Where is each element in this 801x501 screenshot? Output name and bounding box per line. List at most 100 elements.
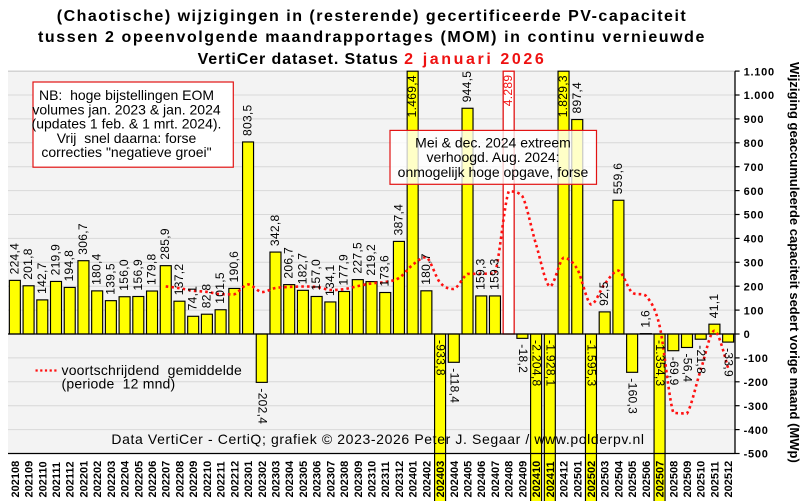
svg-text:-1.354,3: -1.354,3 bbox=[653, 340, 667, 386]
svg-text:202109: 202109 bbox=[24, 461, 36, 498]
svg-text:100: 100 bbox=[744, 305, 765, 317]
svg-text:182,7: 182,7 bbox=[295, 253, 309, 285]
svg-text:285,9: 285,9 bbox=[158, 228, 172, 260]
svg-text:227,5: 227,5 bbox=[350, 242, 364, 274]
svg-text:1.469,4: 1.469,4 bbox=[405, 75, 419, 117]
svg-text:202203: 202203 bbox=[106, 461, 118, 498]
svg-text:4.289: 4.289 bbox=[501, 75, 515, 107]
svg-text:202411: 202411 bbox=[545, 461, 557, 497]
svg-text:202401: 202401 bbox=[408, 461, 420, 498]
svg-text:202409: 202409 bbox=[517, 461, 529, 498]
svg-text:onmogelijk hoge opgave, forse: onmogelijk hoge opgave, forse bbox=[398, 164, 589, 180]
svg-text:202405: 202405 bbox=[463, 461, 475, 498]
svg-text:-300: -300 bbox=[744, 401, 769, 413]
svg-text:-500: -500 bbox=[744, 449, 769, 461]
svg-text:173,6: 173,6 bbox=[378, 255, 392, 287]
svg-text:202304: 202304 bbox=[284, 460, 296, 498]
svg-text:202206: 202206 bbox=[147, 461, 159, 498]
svg-text:Data VertiCer - CertiQ; grafie: Data VertiCer - CertiQ; grafiek © 2023-2… bbox=[111, 431, 644, 447]
svg-text:202112: 202112 bbox=[65, 461, 77, 497]
svg-text:202308: 202308 bbox=[339, 461, 351, 498]
svg-text:1,6: 1,6 bbox=[638, 310, 652, 328]
svg-text:202408: 202408 bbox=[504, 461, 516, 498]
svg-text:-118,4: -118,4 bbox=[447, 368, 461, 403]
svg-text:700: 700 bbox=[744, 162, 765, 174]
svg-text:202406: 202406 bbox=[476, 461, 488, 498]
svg-text:342,8: 342,8 bbox=[268, 215, 282, 247]
svg-text:voortschrijdend gemiddelde: voortschrijdend gemiddelde bbox=[62, 362, 243, 378]
svg-text:177,9: 177,9 bbox=[337, 254, 351, 286]
svg-text:201,8: 201,8 bbox=[21, 248, 35, 280]
svg-text:900: 900 bbox=[744, 114, 765, 126]
svg-text:803,5: 803,5 bbox=[241, 104, 255, 136]
svg-text:41,1: 41,1 bbox=[707, 294, 721, 319]
svg-text:944,5: 944,5 bbox=[460, 71, 474, 103]
svg-text:202410: 202410 bbox=[531, 461, 543, 498]
svg-text:202210: 202210 bbox=[202, 461, 214, 498]
svg-text:-1.928,1: -1.928,1 bbox=[543, 340, 557, 386]
svg-text:387,4: 387,4 bbox=[391, 204, 405, 236]
svg-text:202407: 202407 bbox=[490, 461, 502, 498]
svg-text:1.000: 1.000 bbox=[744, 90, 775, 102]
svg-text:74,1: 74,1 bbox=[186, 286, 200, 311]
svg-text:Mei & dec. 2024 extreem: Mei & dec. 2024 extreem bbox=[415, 134, 571, 150]
svg-text:190,6: 190,6 bbox=[227, 251, 241, 283]
svg-text:202306: 202306 bbox=[312, 461, 324, 498]
svg-text:202211: 202211 bbox=[216, 461, 228, 497]
svg-text:202502: 202502 bbox=[586, 461, 598, 498]
svg-text:142,7: 142,7 bbox=[35, 262, 49, 294]
svg-text:-933,8: -933,8 bbox=[434, 340, 448, 376]
svg-text:202205: 202205 bbox=[133, 461, 145, 498]
svg-text:202402: 202402 bbox=[421, 461, 433, 498]
svg-text:200: 200 bbox=[744, 281, 765, 293]
svg-text:-200: -200 bbox=[744, 377, 769, 389]
svg-text:202201: 202201 bbox=[78, 461, 90, 498]
svg-text:156,9: 156,9 bbox=[131, 259, 145, 291]
svg-text:202507: 202507 bbox=[655, 461, 667, 498]
svg-text:559,6: 559,6 bbox=[611, 163, 625, 195]
svg-text:202505: 202505 bbox=[627, 461, 639, 498]
svg-text:194,8: 194,8 bbox=[62, 250, 76, 282]
svg-text:206,7: 206,7 bbox=[282, 247, 296, 279]
svg-text:-33,9: -33,9 bbox=[722, 348, 736, 377]
svg-text:306,7: 306,7 bbox=[76, 223, 90, 255]
svg-text:-160,3: -160,3 bbox=[626, 378, 640, 414]
svg-text:224,4: 224,4 bbox=[7, 243, 21, 275]
svg-text:-21,8: -21,8 bbox=[694, 345, 708, 374]
svg-text:159,3: 159,3 bbox=[488, 258, 502, 290]
svg-text:202511: 202511 bbox=[709, 461, 721, 497]
svg-text:202404: 202404 bbox=[449, 460, 461, 498]
svg-text:-18,2: -18,2 bbox=[516, 344, 530, 373]
svg-text:400: 400 bbox=[744, 234, 765, 246]
svg-text:202508: 202508 bbox=[668, 461, 680, 498]
svg-text:202510: 202510 bbox=[696, 461, 708, 498]
svg-text:159,3: 159,3 bbox=[474, 258, 488, 290]
svg-text:219,9: 219,9 bbox=[49, 244, 63, 276]
svg-text:139,5: 139,5 bbox=[103, 263, 117, 295]
svg-text:300: 300 bbox=[744, 258, 765, 270]
svg-text:202111: 202111 bbox=[51, 462, 63, 498]
svg-text:202412: 202412 bbox=[559, 461, 571, 498]
svg-text:202303: 202303 bbox=[271, 461, 283, 498]
svg-text:volumes jan. 2023 & jan. 2024: volumes jan. 2023 & jan. 2024 bbox=[32, 101, 221, 117]
svg-text:202503: 202503 bbox=[600, 461, 612, 498]
svg-text:202302: 202302 bbox=[257, 461, 269, 498]
svg-text:verhoogd. Aug. 2024:: verhoogd. Aug. 2024: bbox=[426, 149, 559, 165]
svg-text:202305: 202305 bbox=[298, 461, 310, 498]
svg-text:-202,4: -202,4 bbox=[255, 388, 269, 424]
svg-text:NB: hoge bijstellingen EOM: NB: hoge bijstellingen EOM bbox=[39, 87, 214, 103]
svg-text:-100: -100 bbox=[744, 353, 769, 365]
svg-text:-1.595,3: -1.595,3 bbox=[585, 340, 599, 386]
svg-text:(updates 1 feb. & 1 mrt. 2024): (updates 1 feb. & 1 mrt. 2024). bbox=[32, 116, 222, 132]
svg-text:92,5: 92,5 bbox=[597, 281, 611, 306]
svg-text:101,5: 101,5 bbox=[213, 272, 227, 304]
svg-text:600: 600 bbox=[744, 186, 765, 198]
svg-text:-56,4: -56,4 bbox=[681, 354, 695, 383]
svg-text:Vrij snel daarna: forse: Vrij snel daarna: forse bbox=[57, 130, 197, 146]
svg-text:(periode 12 mnd): (periode 12 mnd) bbox=[62, 376, 176, 392]
svg-text:202208: 202208 bbox=[175, 461, 187, 498]
svg-text:156,0: 156,0 bbox=[117, 259, 131, 291]
svg-text:1.829,3: 1.829,3 bbox=[556, 75, 570, 117]
svg-text:897,4: 897,4 bbox=[570, 82, 584, 114]
svg-text:82,8: 82,8 bbox=[199, 284, 213, 309]
